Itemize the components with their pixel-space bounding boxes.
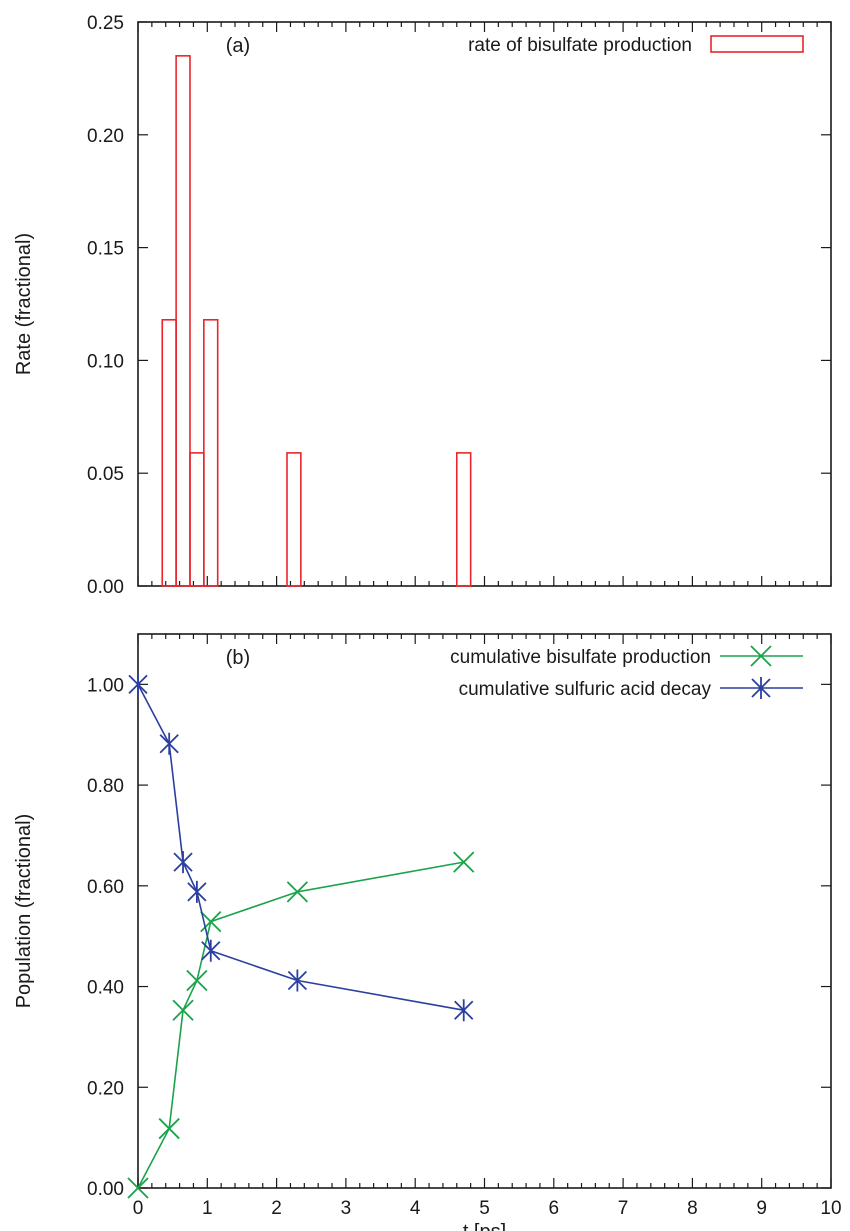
panel-a-rate-histogram: 0.00 0.05 0.10 0.15 0.20 0.25 Rate (fractional…	[13, 13, 832, 598]
data-point-x-marker	[750, 645, 772, 667]
data-point-x-marker	[286, 881, 309, 903]
data-point-asterisk-marker	[173, 851, 193, 874]
y-tick-label: 0.10	[87, 351, 124, 372]
y-tick-label: 0.00	[87, 577, 124, 598]
panel-b-population-lines: 0 1 2 3 4 5 6 7 8 9 10 0.00 0.20 0.40 0.60 0.80 1.00 Popu…	[13, 633, 842, 1231]
data-point-x-marker	[172, 999, 194, 1021]
legend-label: rate of bisulfate production	[468, 35, 692, 56]
data-point-asterisk-marker	[187, 880, 207, 903]
data-point-asterisk-marker	[159, 732, 179, 755]
x-tick-label: 6	[549, 1198, 560, 1219]
x-tick-label: 0	[133, 1198, 144, 1219]
x-tick-label: 9	[756, 1198, 767, 1219]
data-point-x-marker	[127, 1177, 149, 1199]
x-tick-label: 7	[618, 1198, 629, 1219]
legend-label: cumulative bisulfate production	[450, 647, 711, 668]
data-point-asterisk-marker	[128, 673, 148, 696]
y-tick-label: 0.00	[87, 1179, 124, 1200]
y-tick-label: 1.00	[87, 675, 124, 696]
panel-label: (b)	[226, 647, 250, 669]
y-tick-label: 0.05	[87, 464, 124, 485]
x-tick-label: 8	[687, 1198, 698, 1219]
y-tick-label: 0.40	[87, 978, 124, 999]
x-tick-label: 3	[341, 1198, 352, 1219]
data-point-x-marker	[186, 969, 208, 992]
data-point-asterisk-marker	[287, 969, 308, 992]
histogram-bar	[203, 318, 219, 587]
x-tick-label: 10	[820, 1198, 841, 1219]
y-tick-label: 0.15	[87, 239, 124, 260]
legend-swatch	[710, 35, 804, 53]
x-tick-label: 2	[271, 1198, 282, 1219]
legend-label: cumulative sulfuric acid decay	[459, 679, 712, 700]
x-tick-label: 5	[479, 1198, 490, 1219]
data-point-asterisk-marker	[751, 677, 771, 699]
histogram-bar	[175, 55, 191, 587]
data-point-x-marker	[453, 851, 475, 873]
data-point-asterisk-marker	[201, 939, 221, 962]
x-tick-label: 1	[202, 1198, 213, 1219]
y-axis-label: Rate (fractional)	[13, 233, 35, 375]
data-point-x-marker	[158, 1117, 180, 1140]
y-tick-label: 0.20	[87, 1078, 124, 1099]
y-tick-label: 0.20	[87, 126, 124, 147]
histogram-bar	[455, 452, 472, 587]
data-point-asterisk-marker	[454, 999, 474, 1022]
x-tick-label: 4	[410, 1198, 421, 1219]
panel-label: (a)	[226, 35, 250, 57]
y-tick-label: 0.60	[87, 877, 124, 898]
y-tick-label: 0.80	[87, 776, 124, 797]
data-point-x-marker	[200, 910, 222, 933]
histogram-bar	[286, 452, 302, 587]
series-line-bisulfate	[137, 861, 464, 1189]
x-axis-label: t [ps]	[463, 1221, 506, 1231]
y-tick-label: 0.25	[87, 13, 124, 34]
histogram-bar	[189, 452, 205, 587]
y-axis-label: Population (fractional)	[13, 814, 35, 1009]
plot-frame	[137, 21, 832, 587]
histogram-bar	[161, 318, 177, 587]
series-line-sulfuric-acid	[137, 683, 464, 1012]
